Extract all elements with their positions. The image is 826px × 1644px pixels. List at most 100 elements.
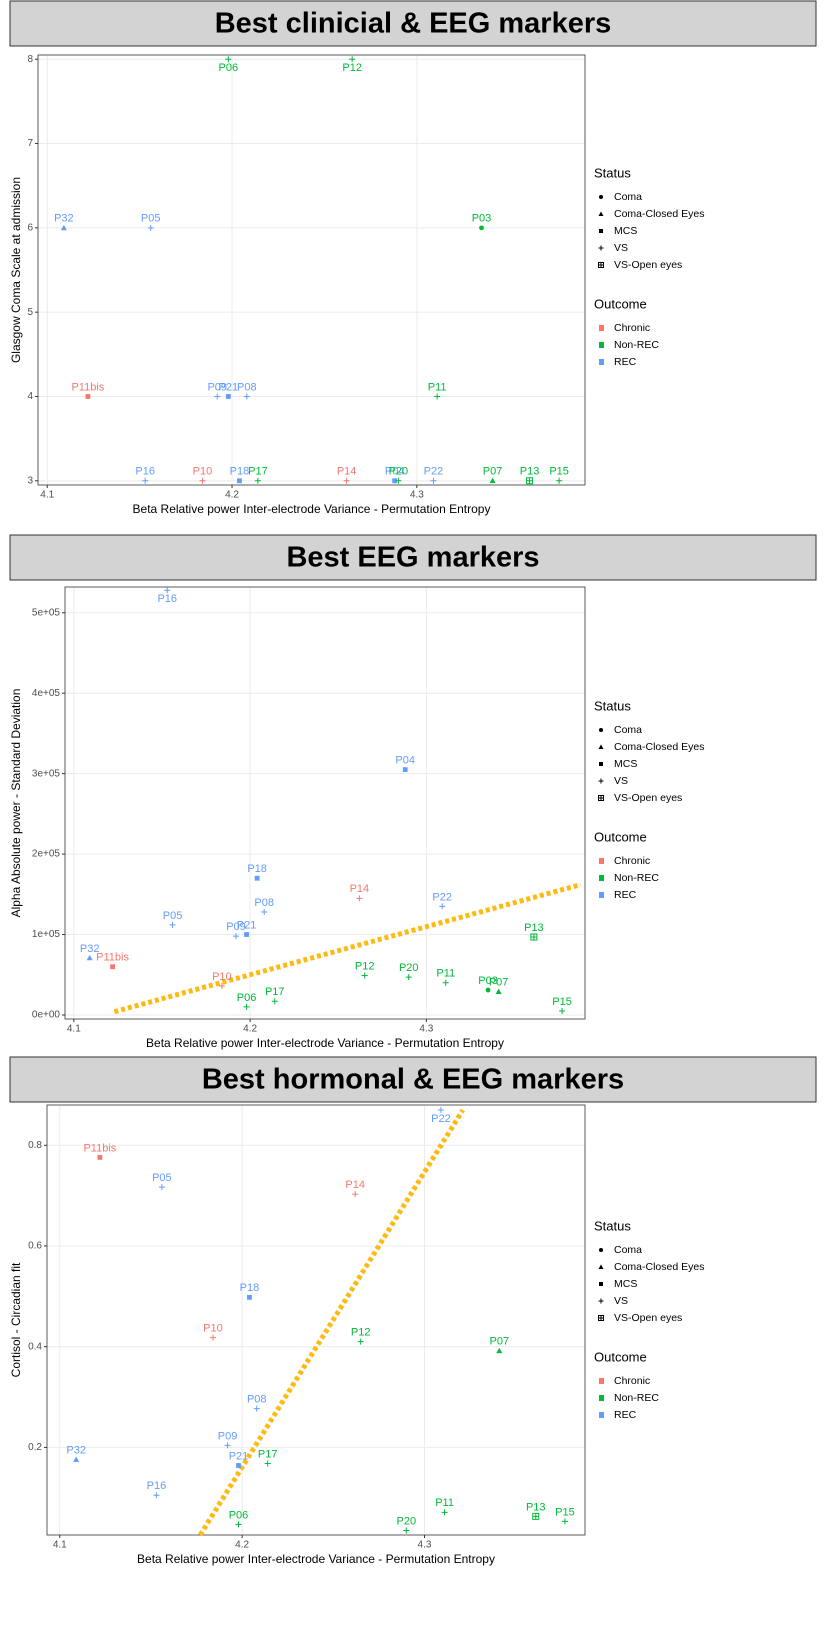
point bbox=[434, 393, 441, 400]
legend-key bbox=[599, 1378, 604, 1384]
point-label: P15 bbox=[555, 1506, 575, 1518]
point-label: P18 bbox=[230, 466, 250, 478]
y-tick-label: 0.4 bbox=[28, 1341, 42, 1352]
legend-title: Outcome bbox=[594, 1349, 647, 1364]
point bbox=[164, 587, 171, 594]
point-label: P14 bbox=[337, 466, 357, 478]
point bbox=[485, 987, 491, 993]
point-label: P11 bbox=[428, 381, 447, 393]
point-label: P11 bbox=[436, 968, 455, 980]
point bbox=[235, 1521, 242, 1528]
point-label: P05 bbox=[152, 1172, 172, 1184]
chart-title: Best hormonal & EEG markers bbox=[202, 1064, 624, 1096]
point-label: P21 bbox=[219, 381, 239, 393]
point bbox=[402, 767, 408, 773]
point bbox=[244, 932, 249, 937]
legend-key bbox=[599, 1248, 603, 1252]
point bbox=[352, 1191, 359, 1198]
chart-panel: Best EEG markers 4.1 4.2 4.3 0e+00 1e+05 2e+05… bbox=[9, 534, 817, 1050]
point-label: P08 bbox=[237, 381, 257, 393]
point bbox=[199, 477, 206, 484]
point-label: P14 bbox=[350, 883, 370, 895]
legend-item: VS-Open eyes bbox=[614, 259, 682, 271]
plot-border bbox=[46, 1104, 586, 1536]
chart-title: Best EEG markers bbox=[286, 542, 539, 574]
point-label: P16 bbox=[147, 1480, 167, 1492]
y-axis-label: Cortisol - Circadian fit bbox=[9, 1262, 23, 1377]
point-label: P12 bbox=[351, 1327, 371, 1339]
y-tick-label: 2e+05 bbox=[32, 849, 61, 860]
legend-item: MCS bbox=[614, 225, 637, 237]
point bbox=[243, 1003, 250, 1010]
point-label: P09 bbox=[218, 1430, 238, 1442]
point bbox=[403, 1527, 410, 1534]
legend-item: Non-REC bbox=[614, 339, 659, 351]
point bbox=[361, 972, 368, 979]
point bbox=[357, 1338, 364, 1345]
legend-key bbox=[599, 762, 603, 766]
trend-line bbox=[198, 1108, 465, 1537]
point-label: P17 bbox=[248, 466, 268, 478]
legend-key bbox=[599, 858, 604, 864]
x-tick-label: 4.2 bbox=[225, 490, 239, 501]
y-tick-label: 5e+05 bbox=[32, 607, 61, 618]
y-tick-label: 6 bbox=[27, 222, 33, 233]
point-label: P32 bbox=[66, 1444, 86, 1456]
point-label: P08 bbox=[254, 897, 274, 909]
point-label: P15 bbox=[549, 466, 569, 478]
point-label: P18 bbox=[240, 1282, 260, 1294]
x-axis-label: Beta Relative power Inter-electrode Vari… bbox=[146, 1036, 504, 1050]
y-tick-label: 8 bbox=[27, 54, 33, 65]
legend-title: Status bbox=[594, 698, 631, 713]
legend-key bbox=[598, 1315, 604, 1321]
point-label: P10 bbox=[203, 1323, 223, 1335]
y-tick-label: 1e+05 bbox=[32, 929, 61, 940]
legend-key bbox=[599, 892, 604, 898]
point bbox=[209, 1334, 216, 1341]
x-tick-label: 4.1 bbox=[67, 1024, 81, 1035]
title-box bbox=[9, 534, 817, 581]
point-label: P07 bbox=[489, 1336, 509, 1348]
legend-item: Coma-Closed Eyes bbox=[614, 208, 704, 220]
legend-key bbox=[599, 229, 603, 233]
legend-key bbox=[598, 744, 604, 749]
legend-key bbox=[598, 262, 604, 268]
legend-item: Coma bbox=[614, 724, 642, 736]
point bbox=[442, 979, 449, 986]
point-label: P13 bbox=[526, 1501, 546, 1513]
point bbox=[247, 1294, 252, 1300]
x-tick-label: 4.1 bbox=[40, 490, 54, 501]
legend-item: Non-REC bbox=[614, 1392, 659, 1404]
point-label: P20 bbox=[389, 466, 409, 478]
point-label: P06 bbox=[219, 62, 239, 74]
point-label: P07 bbox=[489, 977, 509, 989]
point bbox=[356, 895, 363, 902]
point bbox=[430, 477, 437, 484]
legend-item: MCS bbox=[614, 1278, 637, 1290]
point bbox=[561, 1518, 568, 1525]
point-label: P21 bbox=[229, 1450, 249, 1462]
point bbox=[395, 477, 402, 484]
y-axis-label: Alpha Absolute power - Standard Deviatio… bbox=[9, 689, 23, 918]
point bbox=[110, 964, 115, 970]
point bbox=[405, 974, 412, 981]
point bbox=[224, 1442, 231, 1449]
point bbox=[532, 1512, 540, 1520]
trend-line bbox=[113, 882, 582, 1015]
legend-item: VS bbox=[614, 775, 628, 787]
y-tick-label: 7 bbox=[27, 138, 33, 149]
point-label: P06 bbox=[229, 1509, 249, 1521]
point-label: P06 bbox=[237, 992, 257, 1004]
chart-panel: Best hormonal & EEG markers 4.1 4.2 4.3 0.2 0… bbox=[9, 1056, 817, 1566]
legend-title: Outcome bbox=[594, 829, 647, 844]
point-label: P22 bbox=[424, 466, 444, 478]
legend-key bbox=[599, 875, 604, 881]
point-label: P03 bbox=[478, 975, 498, 987]
point bbox=[261, 909, 268, 916]
point-label: P05 bbox=[163, 910, 183, 922]
legend-item: Chronic bbox=[614, 1375, 650, 1387]
point-label: P04 bbox=[385, 466, 405, 478]
y-tick-label: 0e+00 bbox=[32, 1010, 61, 1021]
legend-key bbox=[599, 195, 603, 199]
